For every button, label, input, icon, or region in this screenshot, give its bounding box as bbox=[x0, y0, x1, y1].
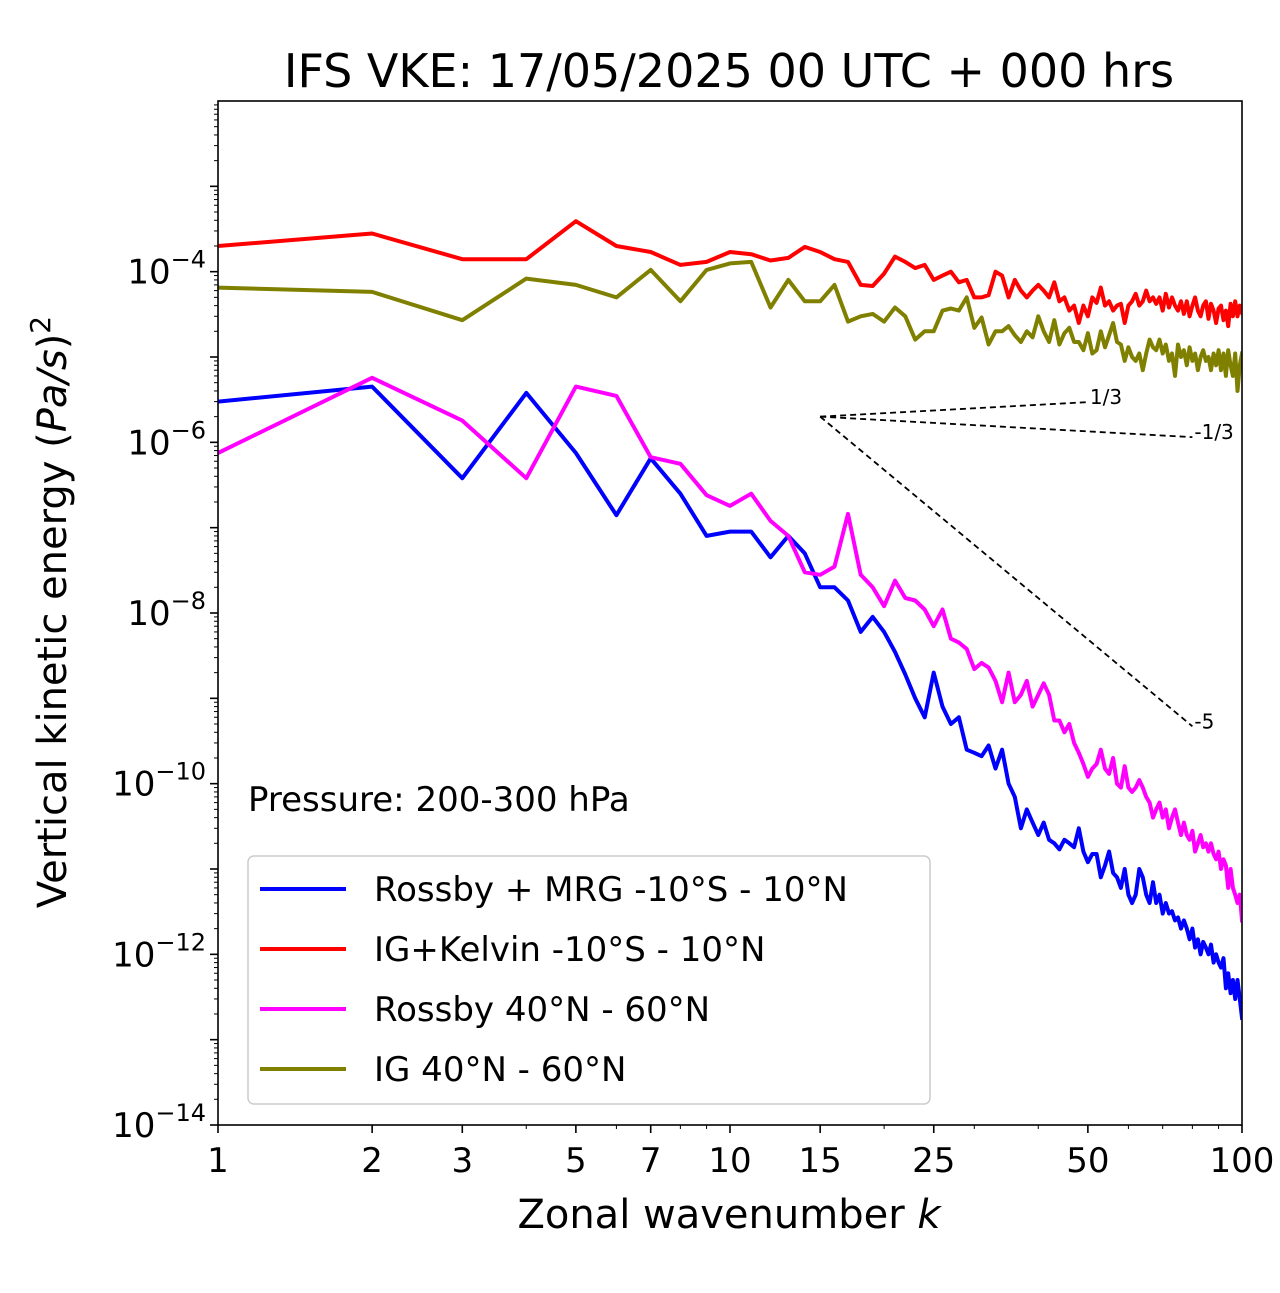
y-axis-label-text: Vertical kinetic energy ( bbox=[30, 432, 76, 908]
x-tick-label-7: 7 bbox=[640, 1141, 662, 1181]
legend-label: IG 40°N - 60°N bbox=[374, 1050, 626, 1090]
x-tick-label-2: 2 bbox=[361, 1141, 383, 1181]
plot-frame bbox=[217, 100, 1243, 1126]
y-tick-exponent: −12 bbox=[155, 928, 206, 956]
y-tick-base: 10 bbox=[127, 594, 170, 634]
series-line bbox=[218, 384, 1242, 1021]
legend: Rossby + MRG -10°S - 10°N IG+Kelvin -10°S… bbox=[247, 855, 931, 1105]
x-axis-label-text: Zonal wavenumber bbox=[517, 1192, 917, 1238]
y-tick-label: 10−6 bbox=[127, 416, 206, 463]
reference-slope-label: -1/3 bbox=[1194, 420, 1233, 444]
y-axis-label: Vertical kinetic energy (Pa/s)2 bbox=[24, 316, 76, 908]
y-tick-label: 10−4 bbox=[127, 246, 206, 293]
y-tick-label: 10−12 bbox=[112, 928, 206, 975]
x-axis-label-italic: k bbox=[917, 1192, 942, 1238]
series-lines bbox=[218, 219, 1242, 1021]
pressure-annotation: Pressure: 200-300 hPa bbox=[248, 780, 630, 820]
y-tick-base: 10 bbox=[112, 765, 155, 805]
x-tick-label-1: 1 bbox=[207, 1141, 229, 1181]
axis-ticks: 1 2 3 5 7 10 15 25 50 10010−1410−1210−1010−810−61… bbox=[112, 104, 1275, 1181]
x-tick-label-10: 10 bbox=[708, 1141, 751, 1181]
x-axis-label: Zonal wavenumber k bbox=[517, 1192, 942, 1238]
y-tick-base: 10 bbox=[127, 423, 170, 463]
y-tick-exponent: −10 bbox=[155, 758, 206, 786]
y-tick-exponent: −14 bbox=[155, 1099, 206, 1127]
reference-slope-line bbox=[820, 401, 1088, 418]
y-tick-label: 10−10 bbox=[112, 758, 206, 805]
reference-slope-line bbox=[820, 415, 1193, 439]
y-tick-base: 10 bbox=[127, 253, 170, 293]
y-tick-exponent: −6 bbox=[171, 416, 206, 444]
reference-slope-line bbox=[819, 415, 1193, 728]
series-line bbox=[218, 219, 1242, 329]
reference-slopes: 1/3 -1/3 -5 bbox=[819, 385, 1234, 733]
y-tick-label: 10−8 bbox=[127, 587, 206, 634]
legend-label: IG+Kelvin -10°S - 10°N bbox=[374, 930, 765, 970]
legend-box bbox=[247, 855, 931, 1105]
y-tick-base: 10 bbox=[112, 1106, 155, 1146]
reference-slope-label: 1/3 bbox=[1090, 385, 1122, 409]
y-tick-base: 10 bbox=[112, 935, 155, 975]
chart-title: IFS VKE: 17/05/2025 00 UTC + 000 hrs bbox=[284, 44, 1174, 98]
y-axis-label-italic: Pa/s bbox=[30, 349, 76, 432]
x-tick-label-3: 3 bbox=[451, 1141, 473, 1181]
y-tick-exponent: −4 bbox=[171, 246, 206, 274]
x-tick-label-100: 100 bbox=[1210, 1141, 1275, 1181]
series-line bbox=[218, 375, 1242, 923]
x-tick-label-5: 5 bbox=[565, 1141, 587, 1181]
x-tick-label-25: 25 bbox=[912, 1141, 955, 1181]
legend-label: Rossby 40°N - 60°N bbox=[374, 990, 710, 1030]
y-axis-label-close: ) bbox=[30, 334, 76, 350]
x-tick-label-50: 50 bbox=[1066, 1141, 1109, 1181]
y-axis-label-sup: 2 bbox=[24, 316, 57, 334]
y-tick-exponent: −8 bbox=[171, 587, 206, 615]
y-tick-label: 10−14 bbox=[112, 1099, 206, 1146]
x-tick-label-15: 15 bbox=[799, 1141, 842, 1181]
reference-slope-label: -5 bbox=[1194, 709, 1214, 733]
series-line bbox=[218, 259, 1242, 393]
legend-label: Rossby + MRG -10°S - 10°N bbox=[374, 870, 848, 910]
